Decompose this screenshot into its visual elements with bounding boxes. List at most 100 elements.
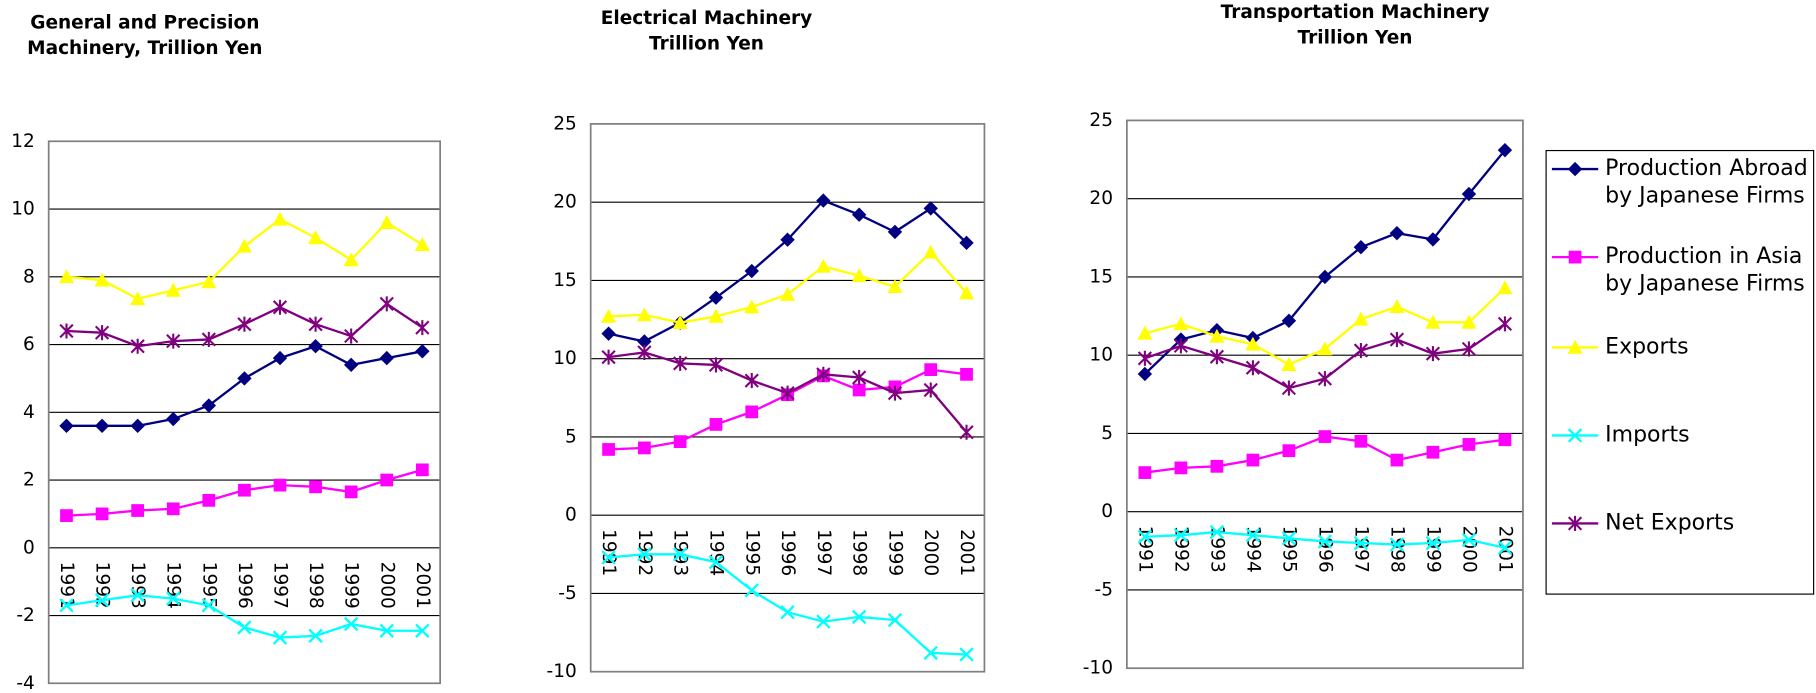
point-marker (1317, 269, 1333, 285)
point-marker (237, 371, 252, 386)
point-marker (1209, 349, 1225, 365)
point-marker (1353, 311, 1369, 326)
point-marker (602, 443, 615, 456)
point-marker (1245, 336, 1261, 351)
x-tick-label: 1997 (1350, 526, 1371, 573)
y-tick-label: 10 (1089, 345, 1113, 366)
chart-title: Machinery, Trillion Yen (27, 38, 262, 59)
point-marker (201, 331, 216, 347)
x-tick-label: 1996 (777, 529, 798, 576)
y-tick-label: 2 (23, 470, 35, 491)
point-marker (415, 463, 429, 477)
point-marker (415, 344, 430, 359)
y-tick-label: 0 (23, 537, 35, 558)
point-marker (1425, 232, 1441, 247)
y-tick-label: 5 (565, 426, 577, 447)
point-marker (1281, 531, 1297, 546)
x-tick-label: 1995 (198, 562, 219, 609)
y-tick-label: -5 (1095, 579, 1113, 600)
point-marker (744, 299, 760, 314)
point-marker (745, 405, 759, 419)
chart-title: Transportation Machinery (1221, 2, 1490, 23)
point-marker (1389, 299, 1405, 314)
y-tick-label: -10 (547, 661, 577, 682)
legend-label: Production in Asia by Japanese Firms (1605, 244, 1809, 296)
point-marker (744, 373, 759, 389)
point-marker (308, 230, 324, 245)
point-marker (1245, 527, 1261, 543)
point-marker (601, 550, 616, 565)
x-tick-label: 1996 (1314, 526, 1335, 573)
point-marker (273, 478, 287, 492)
x-tick-label: 2001 (956, 529, 977, 576)
point-marker (637, 547, 652, 562)
x-tick-label: 1998 (849, 529, 870, 576)
point-marker (1137, 325, 1153, 340)
point-marker (59, 598, 74, 613)
point-marker (201, 398, 217, 413)
y-tick-label: -5 (558, 583, 576, 604)
point-marker (95, 507, 109, 521)
point-marker (851, 609, 867, 625)
point-marker (887, 612, 903, 628)
point-marker (1425, 314, 1441, 329)
point-marker (1567, 161, 1583, 177)
point-marker (1173, 338, 1188, 354)
point-marker (238, 483, 251, 497)
point-marker (708, 308, 724, 323)
x-tick-label: 1997 (813, 529, 834, 576)
point-marker (130, 291, 146, 306)
point-marker (601, 308, 617, 323)
point-marker (1497, 316, 1513, 332)
legend-box (1545, 149, 1815, 595)
point-marker (1281, 380, 1297, 396)
point-marker (415, 320, 430, 336)
point-marker (1390, 453, 1404, 467)
point-marker (852, 383, 866, 397)
point-marker (673, 435, 687, 448)
point-marker (272, 350, 288, 366)
point-marker (1389, 332, 1405, 348)
point-marker (60, 509, 73, 522)
point-marker (959, 235, 974, 251)
point-marker (343, 252, 359, 267)
y-tick-label: -4 (16, 673, 34, 693)
x-tick-label: 1991 (56, 562, 77, 609)
point-marker (1567, 339, 1583, 354)
point-marker (272, 211, 288, 226)
point-marker (237, 620, 252, 635)
point-marker (343, 357, 359, 373)
point-marker (673, 355, 688, 371)
point-marker (638, 441, 651, 455)
x-tick-label: 1999 (341, 562, 362, 609)
point-marker (58, 269, 75, 284)
chart-title: General and Precision (30, 13, 259, 34)
x-tick-label: 1997 (270, 562, 291, 609)
point-marker (1353, 342, 1369, 359)
point-marker (923, 244, 939, 259)
x-tick-label: 1993 (127, 562, 148, 609)
point-marker (1353, 240, 1369, 255)
y-tick-label: 4 (23, 402, 35, 423)
point-marker (1497, 142, 1513, 158)
chart-title: Electrical Machinery (601, 8, 812, 29)
point-marker (1281, 357, 1297, 371)
point-marker (1246, 453, 1260, 467)
y-tick-label: 8 (23, 266, 35, 287)
point-marker (379, 623, 394, 638)
point-marker (1138, 466, 1152, 479)
point-marker (237, 316, 252, 332)
x-tick-label: 1991 (1134, 526, 1155, 573)
point-marker (202, 493, 216, 507)
x-tick-label: 1994 (1242, 526, 1263, 573)
point-marker (1174, 461, 1188, 475)
point-marker (601, 326, 616, 341)
plot-frame (589, 123, 986, 673)
point-marker (1462, 438, 1476, 451)
point-marker (1209, 524, 1225, 540)
point-marker (1425, 346, 1441, 362)
plot-frame (1126, 119, 1524, 670)
point-marker (308, 316, 323, 332)
point-marker (1426, 445, 1440, 459)
